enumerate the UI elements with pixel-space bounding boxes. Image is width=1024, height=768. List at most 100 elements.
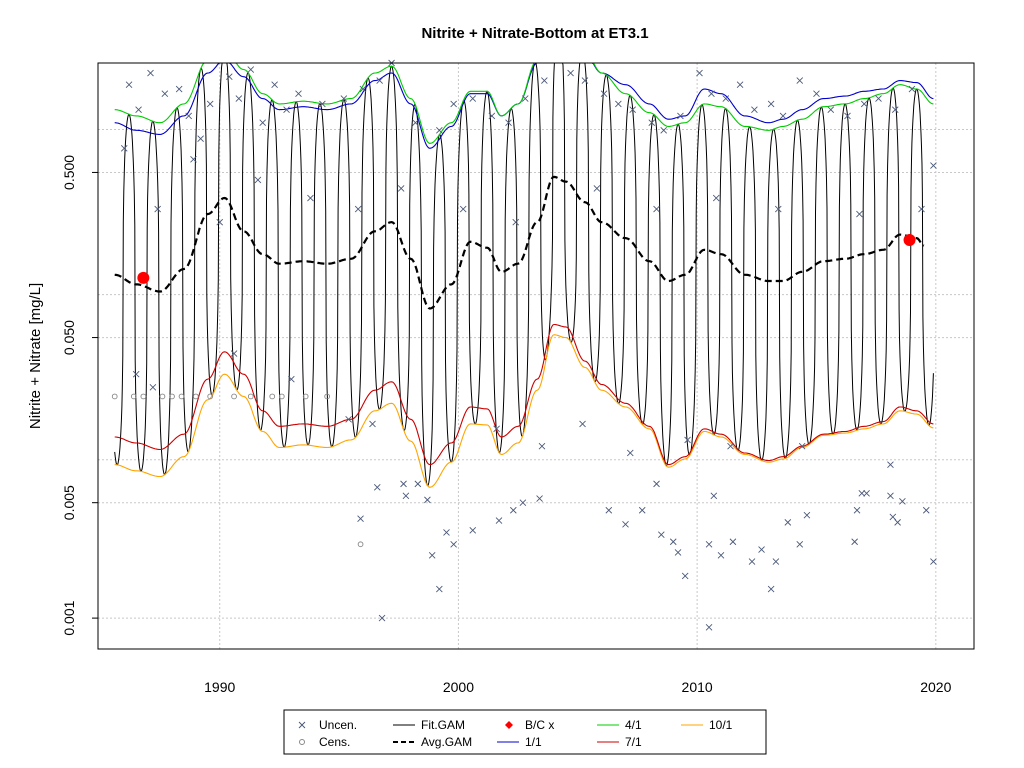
point-censored-8 bbox=[231, 393, 237, 400]
point-censored-9 bbox=[247, 393, 254, 400]
point-uncensored-53 bbox=[120, 144, 128, 152]
point-uncensored-4 bbox=[175, 85, 183, 93]
point-uncensored-126 bbox=[930, 558, 937, 565]
series-4-1 bbox=[114, 62, 934, 144]
point-uncensored-13 bbox=[283, 106, 290, 113]
point-uncensored-60 bbox=[397, 185, 405, 192]
point-uncensored-51 bbox=[908, 85, 916, 93]
point-uncensored-81 bbox=[684, 436, 691, 444]
x-tick-label-2010: 2010 bbox=[682, 679, 713, 695]
legend-key-cens- bbox=[299, 739, 305, 745]
point-uncensored-3 bbox=[161, 90, 169, 97]
point-uncensored-94 bbox=[495, 517, 503, 524]
point-uncensored-57 bbox=[254, 176, 262, 184]
point-uncensored-105 bbox=[681, 572, 689, 580]
point-uncensored-80 bbox=[626, 449, 634, 457]
point-censored-11 bbox=[278, 393, 285, 400]
point-uncensored-49 bbox=[875, 95, 882, 102]
point-uncensored-29 bbox=[567, 69, 574, 77]
point-uncensored-91 bbox=[443, 529, 450, 536]
legend-box bbox=[283, 709, 767, 755]
point-uncensored-48 bbox=[860, 100, 868, 108]
point-uncensored-59 bbox=[354, 205, 362, 213]
point-uncensored-47 bbox=[844, 112, 851, 120]
legend-label-7-1: 7/1 bbox=[625, 735, 642, 749]
point-uncensored-100 bbox=[638, 506, 646, 514]
point-uncensored-114 bbox=[784, 519, 792, 526]
plot-area bbox=[97, 59, 975, 650]
point-uncensored-58 bbox=[307, 194, 314, 202]
point-uncensored-22 bbox=[450, 100, 457, 108]
point-uncensored-125 bbox=[922, 506, 930, 514]
point-uncensored-103 bbox=[669, 538, 677, 546]
point-uncensored-82 bbox=[727, 442, 734, 450]
point-uncensored-43 bbox=[779, 112, 787, 120]
point-uncensored-32 bbox=[615, 100, 622, 108]
point-censored-13 bbox=[324, 393, 330, 400]
point-censored-5 bbox=[178, 393, 185, 400]
legend-label-b-c-x: B/C x bbox=[525, 718, 554, 732]
point-uncensored-40 bbox=[736, 81, 744, 88]
point-uncensored-111 bbox=[758, 546, 765, 553]
point-bc-0 bbox=[137, 271, 150, 284]
point-uncensored-10 bbox=[247, 66, 255, 73]
point-uncensored-45 bbox=[813, 90, 820, 97]
y-tick-label-3: 0.500 bbox=[61, 155, 77, 190]
point-uncensored-89 bbox=[428, 552, 436, 559]
point-uncensored-44 bbox=[796, 77, 804, 84]
point-uncensored-65 bbox=[712, 194, 720, 202]
point-uncensored-68 bbox=[918, 205, 925, 213]
point-uncensored-112 bbox=[767, 585, 775, 593]
point-uncensored-52 bbox=[930, 162, 937, 169]
point-uncensored-56 bbox=[216, 218, 224, 226]
point-uncensored-120 bbox=[863, 489, 870, 497]
x-axis: 1990 2000 2010 2020 bbox=[204, 679, 951, 695]
point-uncensored-116 bbox=[803, 511, 811, 519]
point-uncensored-109 bbox=[729, 538, 737, 546]
point-uncensored-86 bbox=[373, 483, 381, 491]
point-uncensored-110 bbox=[748, 558, 756, 565]
point-uncensored-73 bbox=[345, 415, 352, 423]
legend-label-4-1: 4/1 bbox=[625, 718, 642, 732]
legend-label-1-1: 1/1 bbox=[525, 735, 542, 749]
point-uncensored-55 bbox=[190, 156, 197, 163]
point-uncensored-113 bbox=[772, 558, 780, 565]
point-uncensored-64 bbox=[653, 205, 660, 213]
point-uncensored-38 bbox=[708, 90, 715, 97]
point-uncensored-41 bbox=[751, 106, 758, 113]
point-uncensored-26 bbox=[521, 95, 529, 102]
point-uncensored-107 bbox=[710, 492, 718, 500]
curves bbox=[114, 62, 934, 488]
point-censored-1 bbox=[130, 393, 137, 400]
point-uncensored-31 bbox=[600, 90, 608, 97]
point-bc-1 bbox=[903, 233, 916, 246]
point-uncensored-0 bbox=[125, 81, 133, 88]
point-uncensored-23 bbox=[469, 95, 477, 102]
point-uncensored-1 bbox=[135, 106, 142, 113]
y-axis: 0.001 0.005 0.050 0.500 bbox=[61, 155, 98, 636]
series-1-1 bbox=[114, 62, 934, 149]
x-tick-label-2020: 2020 bbox=[920, 679, 951, 695]
point-uncensored-77 bbox=[493, 425, 500, 433]
point-uncensored-16 bbox=[340, 95, 348, 102]
point-uncensored-34 bbox=[648, 119, 656, 127]
point-uncensored-108 bbox=[717, 552, 725, 559]
point-uncensored-27 bbox=[541, 77, 548, 84]
point-censored-12 bbox=[302, 393, 309, 400]
point-uncensored-97 bbox=[536, 495, 543, 502]
point-uncensored-84 bbox=[887, 461, 894, 468]
point-uncensored-5 bbox=[185, 112, 193, 120]
point-uncensored-20 bbox=[412, 119, 419, 127]
point-uncensored-7 bbox=[206, 100, 214, 108]
point-uncensored-70 bbox=[149, 383, 157, 391]
y-tick-label-2: 0.050 bbox=[61, 320, 77, 355]
legend: Uncen. Cens. Fit.GAM Avg.GAM B/C x 1/1 4/1 7/1 1… bbox=[283, 709, 767, 755]
point-uncensored-17 bbox=[359, 85, 367, 93]
point-censored-4 bbox=[169, 393, 175, 400]
point-uncensored-72 bbox=[288, 375, 295, 383]
y-tick-label-0: 0.001 bbox=[61, 600, 77, 635]
point-uncensored-66 bbox=[774, 205, 782, 213]
points bbox=[111, 59, 937, 631]
legend-label-uncen-: Uncen. bbox=[319, 718, 357, 732]
